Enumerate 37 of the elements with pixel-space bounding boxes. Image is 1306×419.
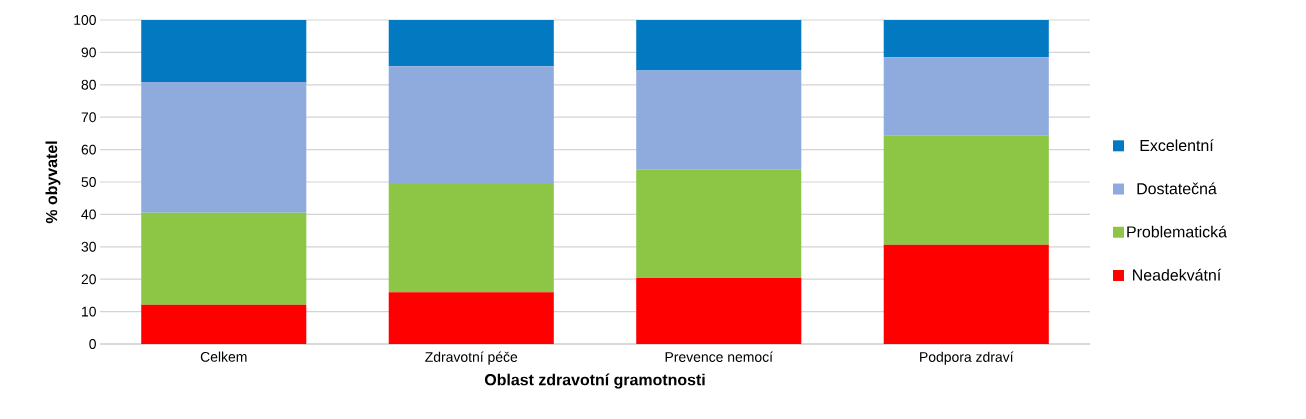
bar: [883, 135, 1049, 245]
y-tick-label: 100: [74, 15, 96, 25]
y-tick-label: 30: [81, 241, 96, 252]
bar: [141, 20, 307, 82]
bar: [636, 277, 802, 344]
y-tick-label: 50: [81, 177, 96, 187]
x-tick-label: Zdravotní péče: [425, 351, 518, 365]
x-axis-title: Oblast zdravotní gramotnosti: [484, 373, 705, 389]
bar: [636, 169, 802, 278]
y-tick-label: 60: [81, 144, 96, 155]
bar: [636, 20, 802, 71]
bar: [388, 66, 554, 184]
bar: [141, 304, 307, 344]
bar: [636, 70, 802, 170]
y-tick-label: 80: [81, 79, 96, 90]
bar: [883, 57, 1049, 136]
y-tick-label: 90: [81, 47, 96, 58]
bar: [388, 183, 554, 293]
y-tick-label: 70: [81, 112, 96, 123]
y-tick-label: 0: [89, 339, 96, 349]
legend-label: Dostatečná: [1137, 182, 1217, 195]
y-tick-label: 10: [82, 306, 96, 317]
legend-label: Problematická: [1127, 225, 1227, 238]
x-tick-label: Prevence nemocí: [665, 351, 773, 362]
y-tick-label: 20: [81, 274, 96, 285]
legend-label: Excelentní: [1140, 139, 1214, 152]
bar: [141, 81, 307, 213]
x-tick-label: Celkem: [200, 351, 247, 362]
bar: [388, 20, 554, 67]
bar: [883, 20, 1049, 58]
bar: [388, 292, 554, 344]
bar: [883, 244, 1049, 344]
bar: [141, 212, 307, 305]
y-tick-label: 40: [81, 209, 96, 220]
y-axis-title: % obyvatel: [45, 141, 61, 224]
x-tick-label: Podpora zdraví: [920, 351, 1014, 365]
legend-label: Neadekvátní: [1133, 268, 1222, 281]
